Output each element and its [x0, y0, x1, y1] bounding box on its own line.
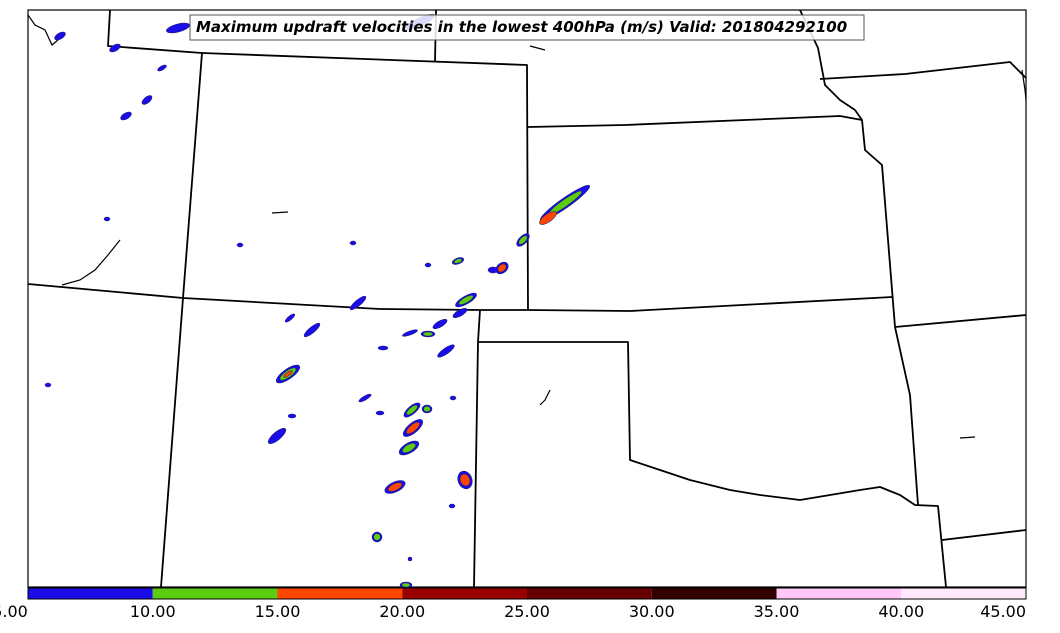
- updraft-cell: [373, 533, 381, 541]
- updraft-cell: [539, 211, 557, 225]
- updraft-cell: [303, 322, 321, 338]
- updraft-cell: [422, 331, 434, 337]
- map-title: Maximum updraft velocities in the lowest…: [196, 18, 847, 36]
- updraft-cell: [103, 216, 111, 222]
- updraft-cell: [54, 31, 66, 41]
- updraft-cell: [349, 295, 367, 311]
- updraft-cell: [402, 442, 416, 454]
- colorbar-tick-label: 30.00: [629, 602, 675, 621]
- colorbar-bin-1: [152, 588, 278, 599]
- updraft-cell: [518, 235, 528, 245]
- colorbar-tick-labels: 5.00 10.00 15.00 20.00 25.00 30.00 35.00 40.00 4…: [0, 602, 1026, 621]
- colorbar: [27, 587, 1027, 600]
- border-ok-tx: [477, 309, 947, 587]
- lake-fragment-nw: [28, 14, 59, 46]
- updraft-cell: [44, 382, 52, 388]
- colorbar-bin-7: [901, 588, 1026, 599]
- border-nm-tx: [473, 341, 479, 587]
- lake-fragment-ne: [529, 45, 546, 51]
- colorbar-tick-label: 35.00: [754, 602, 800, 621]
- border-iowa-missouri: [819, 61, 1026, 80]
- colorbar-bin-5: [651, 588, 777, 599]
- colorbar-bin-2: [277, 588, 403, 599]
- updraft-cell: [432, 318, 448, 330]
- updraft-cell: [406, 421, 420, 435]
- updraft-cell: [407, 556, 413, 562]
- updraft-cell: [375, 410, 385, 416]
- title-box: Maximum updraft velocities in the lowest…: [189, 14, 865, 41]
- colorbar-bin-4: [527, 588, 652, 599]
- state-borders: [28, 10, 1026, 587]
- updraft-cell: [157, 64, 167, 72]
- colorbar-tick-label: 15.00: [255, 602, 301, 621]
- border-co-north: [201, 52, 529, 311]
- colorbar-bin-6: [776, 588, 902, 599]
- lake-fragment-ar: [959, 436, 976, 439]
- updraft-cell: [437, 344, 455, 358]
- updraft-cell: [423, 406, 431, 412]
- border-ar-la: [941, 529, 1026, 541]
- updraft-cell: [267, 428, 287, 444]
- updraft-cell: [449, 395, 457, 401]
- updraft-cell: [406, 404, 418, 416]
- updraft-cell: [287, 413, 297, 419]
- colorbar-tick-label: 45.00: [980, 602, 1026, 621]
- border-missouri-river: [799, 10, 863, 121]
- updraft-cell: [448, 503, 456, 509]
- updraft-cell: [387, 482, 403, 492]
- updraft-cell: [284, 313, 296, 323]
- updraft-cell: [459, 473, 471, 487]
- colorbar-bin-3: [402, 588, 527, 599]
- updraft-cell: [453, 258, 463, 264]
- colorbar-tick-label: 5.00: [0, 602, 28, 621]
- colorbar-tick-label: 25.00: [504, 602, 550, 621]
- updraft-cell: [487, 266, 499, 274]
- title-background: [189, 14, 865, 41]
- colorbar-tick-label: 10.00: [130, 602, 176, 621]
- river-fragment-ia: [1021, 69, 1026, 101]
- updraft-cell: [283, 370, 293, 378]
- border-mo-ar: [894, 314, 1026, 328]
- colorbar-bin-0: [28, 588, 153, 599]
- colorbar-tick-label: 20.00: [379, 602, 425, 621]
- reservoir-fragment-2: [539, 389, 551, 406]
- updraft-cell: [120, 111, 132, 121]
- updraft-cell: [141, 95, 153, 105]
- updraft-cell: [402, 329, 418, 337]
- updraft-cell: [377, 345, 389, 351]
- updraft-cell: [109, 43, 121, 53]
- updraft-cell: [349, 240, 357, 246]
- lake-fragment-utah: [61, 239, 121, 286]
- updraft-cell: [401, 582, 411, 588]
- updraft-cell: [424, 262, 432, 268]
- updraft-cell: [358, 393, 372, 403]
- updraft-cell: [236, 242, 244, 248]
- border-ok-ar: [894, 326, 919, 506]
- colorbar-frame: [27, 587, 1027, 600]
- updraft-cell: [452, 307, 468, 319]
- reservoir-fragment: [271, 211, 289, 214]
- colorbar-tick-label: 40.00: [878, 602, 924, 621]
- updraft-cell: [458, 295, 474, 305]
- updraft-cell: [497, 263, 507, 273]
